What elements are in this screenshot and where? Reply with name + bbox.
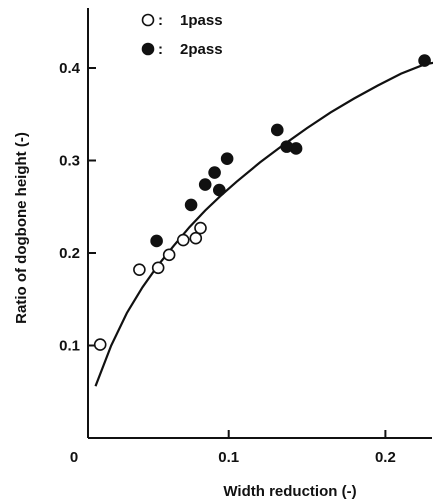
fit-curve-group [94, 61, 433, 387]
point-1pass [162, 248, 176, 262]
x-tick-label: 0.2 [375, 449, 396, 466]
x-tick-label: 0 [70, 449, 78, 466]
axes: 0.1 0.2 0.3 0.4 0 0.1 0.2 [59, 8, 432, 466]
point-1pass [133, 263, 146, 276]
fit-curve [94, 61, 433, 387]
point-2pass [220, 152, 234, 165]
point-1pass [189, 231, 203, 245]
y-tick-label: 0.1 [59, 338, 80, 355]
point-1pass [93, 338, 107, 351]
point-1pass [194, 221, 207, 235]
x-axis-title: Width reduction (-) [223, 483, 356, 500]
legend-label: 1pass [180, 12, 223, 29]
point-2pass [208, 166, 221, 179]
y-tick-label: 0.2 [59, 245, 80, 262]
point-2pass [270, 123, 284, 137]
legend-separator: : [158, 41, 163, 58]
legend-marker [141, 13, 155, 27]
y-tick-label: 0.4 [59, 60, 81, 77]
point-2pass [150, 234, 163, 248]
legend-separator: : [158, 12, 163, 29]
data-points [93, 54, 431, 351]
point-2pass [418, 54, 431, 67]
y-tick-label: 0.3 [59, 153, 80, 170]
x-tick-label: 0.1 [218, 449, 239, 466]
point-1pass [176, 233, 190, 247]
legend: :1pass: 2pass [141, 12, 223, 58]
legend-marker [141, 42, 155, 56]
legend-label: 2pass [180, 41, 223, 58]
point-1pass [151, 261, 165, 275]
point-2pass [289, 142, 303, 155]
point-2pass [198, 178, 212, 191]
point-2pass [184, 198, 198, 212]
y-axis-title: Ratio of dogbone height (-) [13, 132, 30, 324]
point-2pass [212, 183, 226, 197]
